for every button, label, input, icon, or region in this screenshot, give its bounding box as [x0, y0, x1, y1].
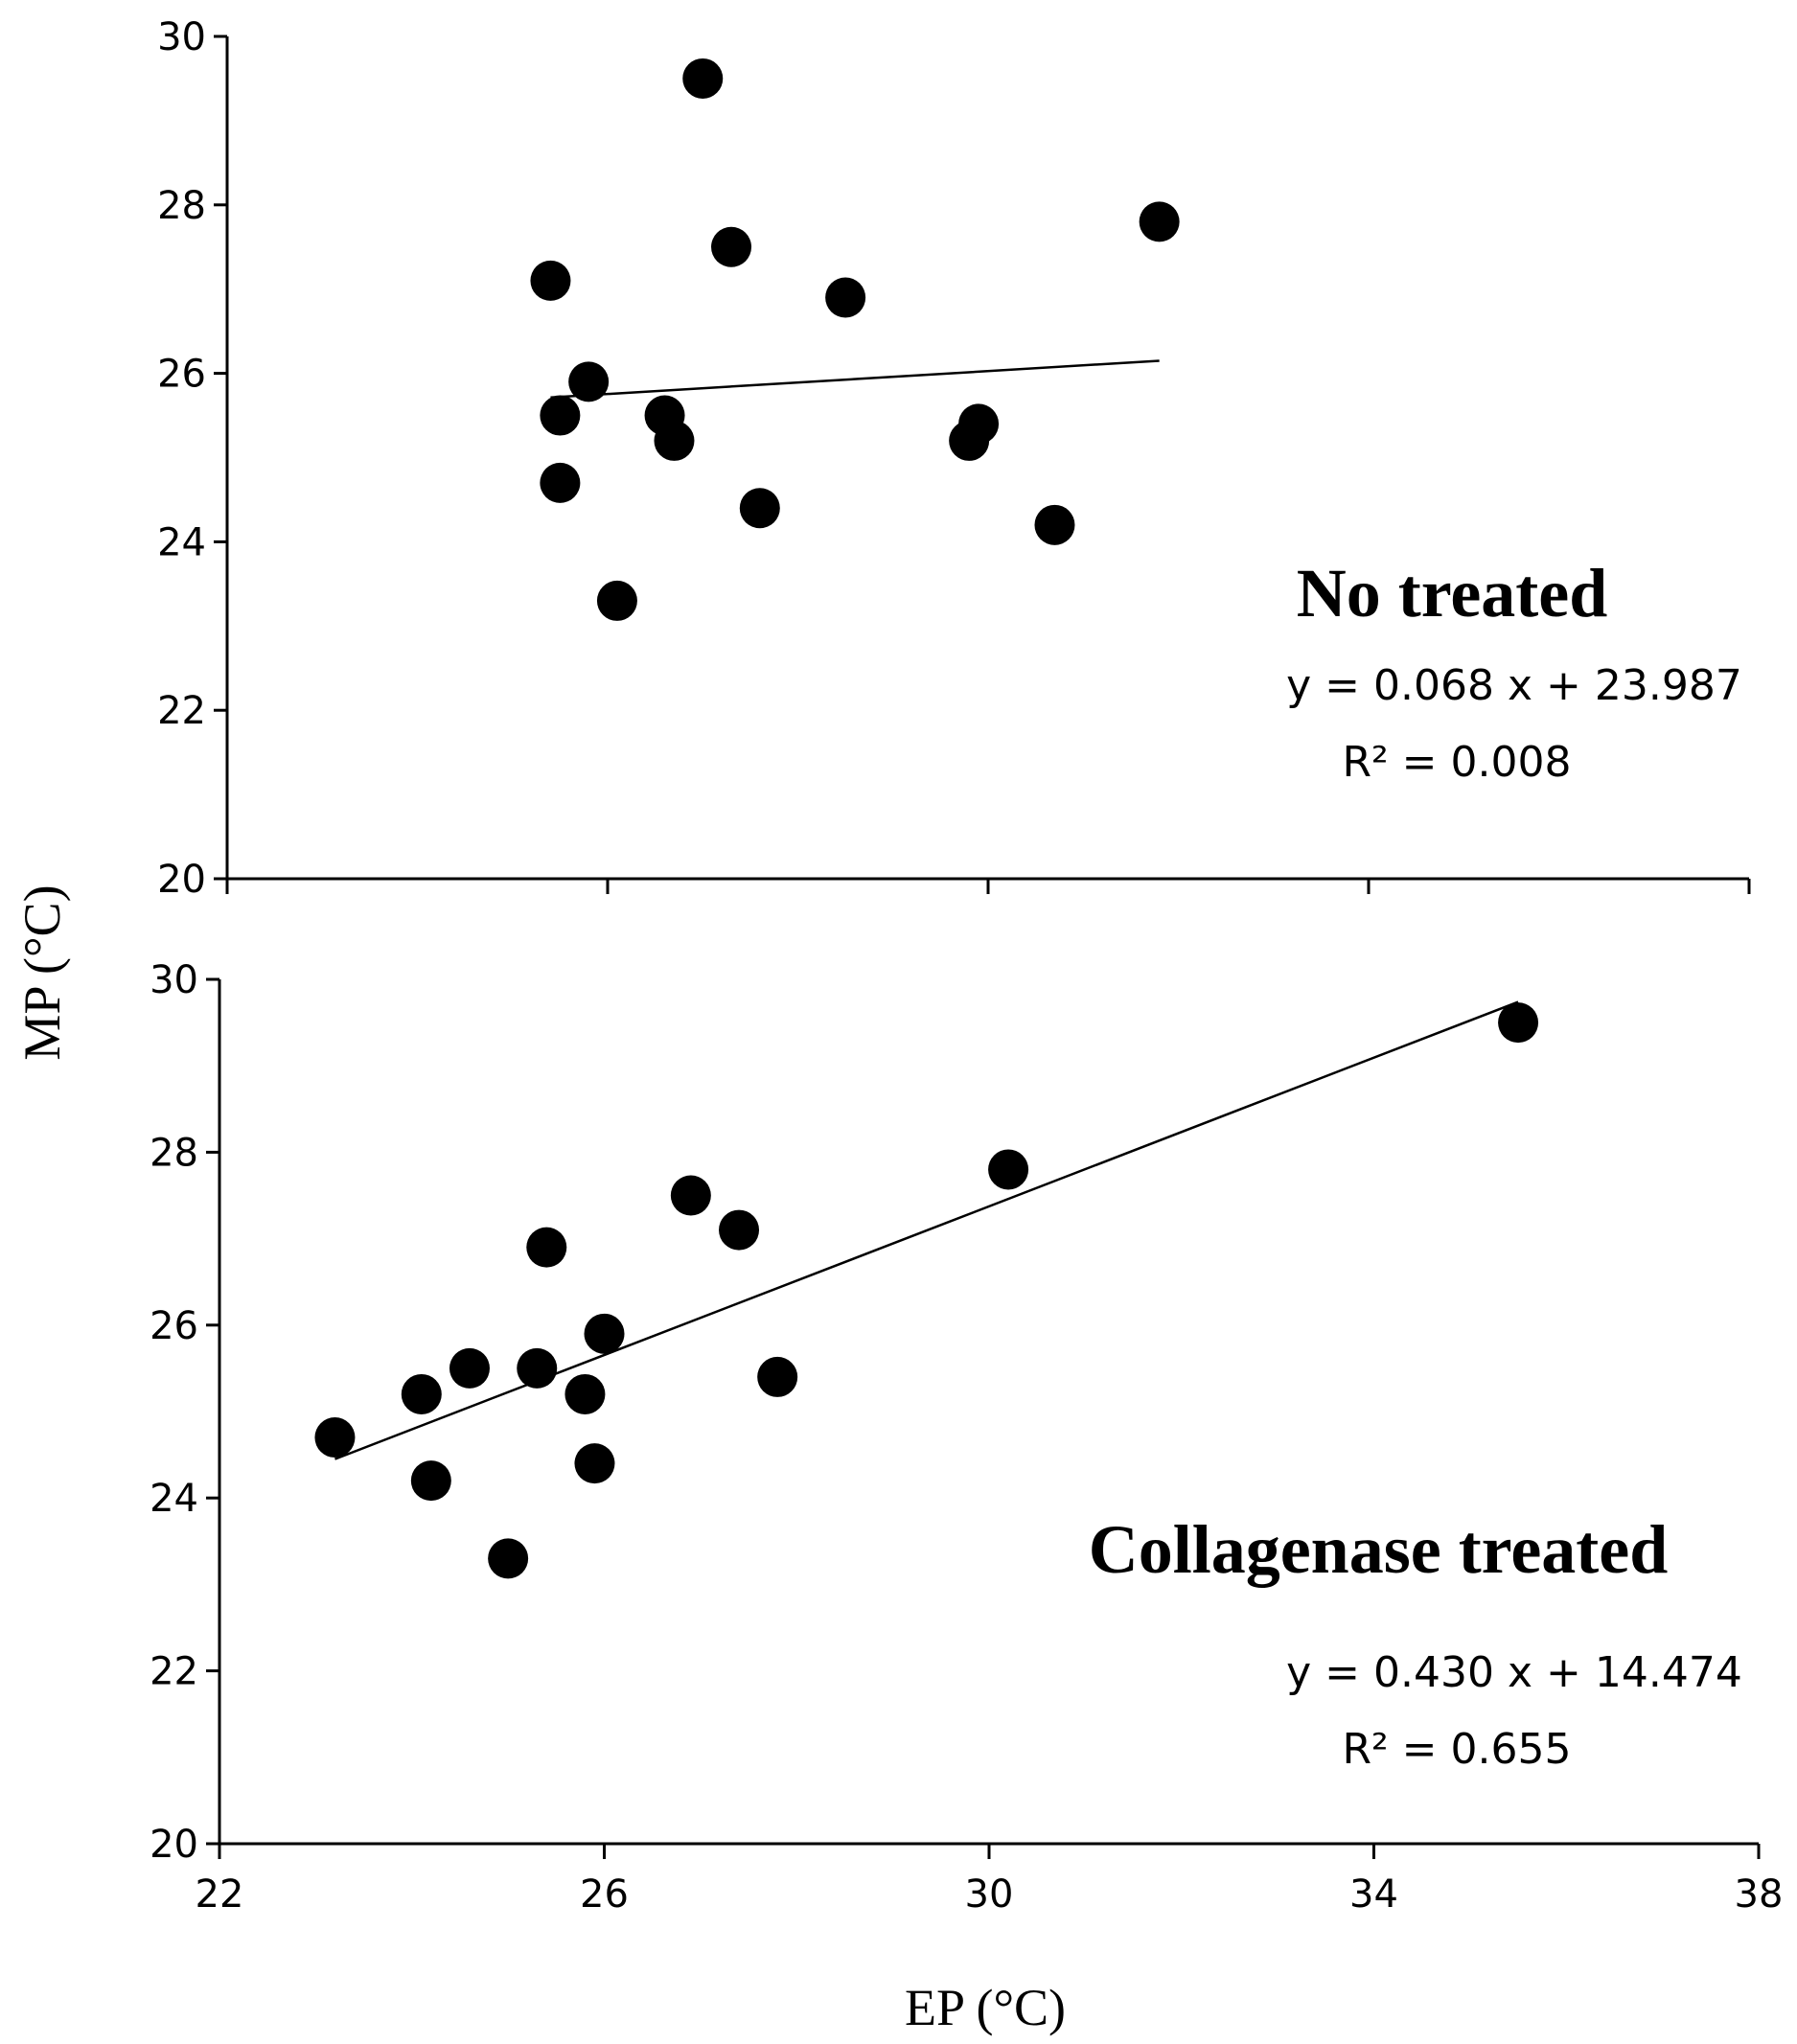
x-tick-label: 38	[1735, 1872, 1784, 1917]
data-point	[711, 226, 752, 267]
panel-no-treated: 20 22 24 26 28 30 No treated y = 0.068 x + 23.9…	[157, 15, 1751, 902]
data-point	[449, 1347, 490, 1389]
y-tick-label: 24	[157, 520, 206, 564]
data-point	[757, 1356, 798, 1397]
data-point	[682, 57, 724, 99]
data-point	[949, 420, 990, 461]
y-tick-label: 28	[150, 1131, 198, 1175]
data-point	[410, 1460, 451, 1502]
trendline	[550, 359, 1160, 399]
trendline	[334, 1000, 1519, 1460]
y-tick-label: 26	[157, 353, 206, 397]
y-tick-label: 26	[150, 1304, 198, 1348]
data-point	[401, 1373, 442, 1414]
y-tick-label: 22	[150, 1650, 198, 1694]
y-tick-label: 24	[150, 1477, 198, 1521]
data-point	[540, 395, 581, 436]
data-point	[517, 1347, 558, 1389]
regression-equation: y = 0.430 x + 14.474	[1286, 1648, 1742, 1697]
data-point	[654, 420, 695, 461]
data-point	[1139, 201, 1180, 242]
data-point	[488, 1538, 529, 1579]
data-point	[719, 1209, 760, 1251]
regression-equation: y = 0.068 x + 23.987	[1286, 661, 1742, 710]
x-tick-label: 22	[196, 1872, 244, 1917]
panel-title: No treated	[1297, 555, 1608, 632]
data-point	[564, 1373, 606, 1414]
y-axis-title: MP (°C)	[13, 884, 71, 1060]
x-tick-label: 30	[965, 1872, 1014, 1917]
data-point	[584, 1313, 625, 1354]
data-point	[1034, 504, 1075, 545]
data-point	[530, 260, 571, 301]
y-tick-label: 22	[157, 689, 206, 733]
data-point	[568, 361, 610, 402]
data-point	[596, 580, 637, 621]
r-squared: R² = 0.008	[1342, 738, 1571, 787]
data-point	[988, 1149, 1029, 1190]
data-point	[314, 1417, 356, 1458]
data-point	[739, 488, 780, 529]
data-point	[825, 277, 866, 318]
y-tick-label: 30	[150, 958, 198, 1002]
panel-collagenase-treated: 20 22 24 26 28 30 22 26 30 34 38 Collagenase treate…	[150, 958, 1783, 1917]
y-tick-label: 30	[157, 15, 206, 59]
x-tick-label: 34	[1349, 1872, 1398, 1917]
y-tick-label: 28	[157, 184, 206, 228]
data-point	[540, 462, 581, 503]
y-tick-label: 20	[150, 1823, 198, 1867]
data-point	[670, 1175, 711, 1216]
data-point	[526, 1227, 567, 1268]
panel-title: Collagenase treated	[1089, 1511, 1669, 1588]
x-axis-title: EP (°C)	[905, 1979, 1066, 2036]
data-point	[574, 1443, 615, 1484]
x-tick-label: 26	[580, 1872, 629, 1917]
r-squared: R² = 0.655	[1342, 1725, 1571, 1774]
y-tick-label: 20	[157, 858, 206, 902]
data-point	[1498, 1002, 1539, 1044]
